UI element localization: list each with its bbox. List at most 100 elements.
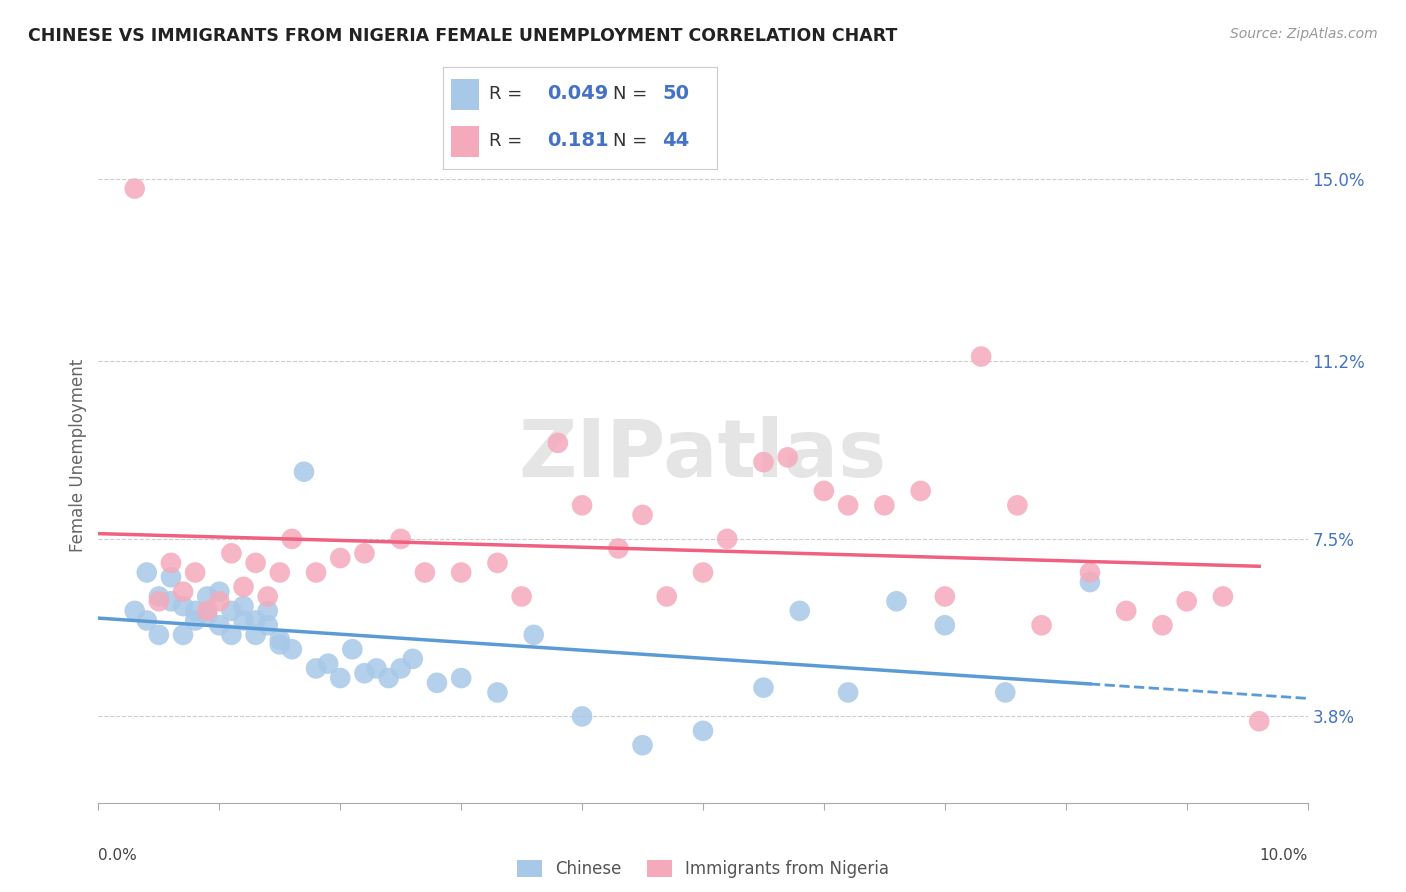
Text: 0.049: 0.049 bbox=[547, 84, 609, 103]
Point bbox=[486, 685, 509, 699]
Point bbox=[329, 551, 352, 566]
Point bbox=[256, 604, 278, 618]
Point bbox=[135, 566, 157, 580]
Point bbox=[232, 599, 254, 613]
Point bbox=[1078, 566, 1101, 580]
Point bbox=[789, 604, 811, 618]
Point bbox=[692, 723, 714, 738]
Point bbox=[245, 556, 267, 570]
Point bbox=[208, 584, 231, 599]
Point bbox=[970, 350, 993, 364]
Text: Source: ZipAtlas.com: Source: ZipAtlas.com bbox=[1230, 27, 1378, 41]
Point bbox=[148, 594, 170, 608]
Point bbox=[172, 599, 194, 613]
Point bbox=[523, 628, 546, 642]
Text: 50: 50 bbox=[662, 84, 689, 103]
Text: R =: R = bbox=[489, 85, 529, 103]
Legend: Chinese, Immigrants from Nigeria: Chinese, Immigrants from Nigeria bbox=[510, 854, 896, 885]
Point bbox=[910, 483, 932, 498]
Point bbox=[221, 546, 243, 560]
Point bbox=[148, 628, 170, 642]
FancyBboxPatch shape bbox=[451, 79, 478, 110]
Point bbox=[873, 498, 896, 512]
Point bbox=[631, 508, 654, 522]
Point bbox=[837, 498, 859, 512]
Point bbox=[353, 546, 375, 560]
Point bbox=[160, 570, 183, 584]
Point bbox=[837, 685, 859, 699]
Point bbox=[269, 566, 291, 580]
Point bbox=[195, 604, 218, 618]
Point bbox=[184, 604, 207, 618]
Point bbox=[1007, 498, 1029, 512]
Point bbox=[135, 614, 157, 628]
Point bbox=[377, 671, 399, 685]
Point bbox=[510, 590, 533, 604]
Text: N =: N = bbox=[613, 132, 652, 150]
Point bbox=[450, 671, 472, 685]
Point bbox=[208, 594, 231, 608]
Point bbox=[486, 556, 509, 570]
Point bbox=[1152, 618, 1174, 632]
Point bbox=[172, 584, 194, 599]
Point bbox=[1212, 590, 1234, 604]
Point bbox=[402, 652, 425, 666]
Point bbox=[994, 685, 1017, 699]
Point bbox=[184, 614, 207, 628]
Point bbox=[195, 608, 218, 623]
Text: 44: 44 bbox=[662, 131, 689, 150]
Point bbox=[934, 618, 956, 632]
Point bbox=[1078, 575, 1101, 590]
Point bbox=[1115, 604, 1137, 618]
Y-axis label: Female Unemployment: Female Unemployment bbox=[69, 359, 87, 551]
Point bbox=[886, 594, 908, 608]
Text: 10.0%: 10.0% bbox=[1260, 848, 1308, 863]
Point bbox=[281, 642, 304, 657]
Point bbox=[305, 566, 328, 580]
Point bbox=[221, 604, 243, 618]
Point bbox=[752, 681, 775, 695]
Point bbox=[813, 483, 835, 498]
Point bbox=[256, 590, 278, 604]
FancyBboxPatch shape bbox=[451, 127, 478, 157]
Point bbox=[221, 628, 243, 642]
Point bbox=[692, 566, 714, 580]
Point bbox=[389, 532, 412, 546]
Point bbox=[160, 594, 183, 608]
Point bbox=[256, 618, 278, 632]
Point bbox=[195, 590, 218, 604]
Point bbox=[571, 709, 593, 723]
Text: CHINESE VS IMMIGRANTS FROM NIGERIA FEMALE UNEMPLOYMENT CORRELATION CHART: CHINESE VS IMMIGRANTS FROM NIGERIA FEMAL… bbox=[28, 27, 897, 45]
Point bbox=[269, 637, 291, 651]
Point bbox=[716, 532, 738, 546]
Point bbox=[450, 566, 472, 580]
Point bbox=[631, 738, 654, 752]
Point bbox=[1249, 714, 1271, 729]
Point bbox=[160, 556, 183, 570]
Point bbox=[245, 628, 267, 642]
Text: ZIPatlas: ZIPatlas bbox=[519, 416, 887, 494]
Point bbox=[1175, 594, 1198, 608]
Point bbox=[413, 566, 436, 580]
Point bbox=[124, 604, 146, 618]
Point bbox=[148, 590, 170, 604]
Point bbox=[776, 450, 799, 465]
Text: 0.0%: 0.0% bbox=[98, 848, 138, 863]
Point bbox=[547, 436, 569, 450]
Point bbox=[353, 666, 375, 681]
Point bbox=[366, 661, 388, 675]
Text: 0.181: 0.181 bbox=[547, 131, 609, 150]
Point bbox=[232, 614, 254, 628]
Point bbox=[329, 671, 352, 685]
Point bbox=[292, 465, 315, 479]
Point bbox=[607, 541, 630, 556]
Point bbox=[124, 181, 146, 195]
Point bbox=[934, 590, 956, 604]
Point bbox=[281, 532, 304, 546]
Point bbox=[655, 590, 678, 604]
Point bbox=[389, 661, 412, 675]
Point bbox=[752, 455, 775, 469]
Point bbox=[426, 676, 449, 690]
Point bbox=[305, 661, 328, 675]
Point bbox=[232, 580, 254, 594]
